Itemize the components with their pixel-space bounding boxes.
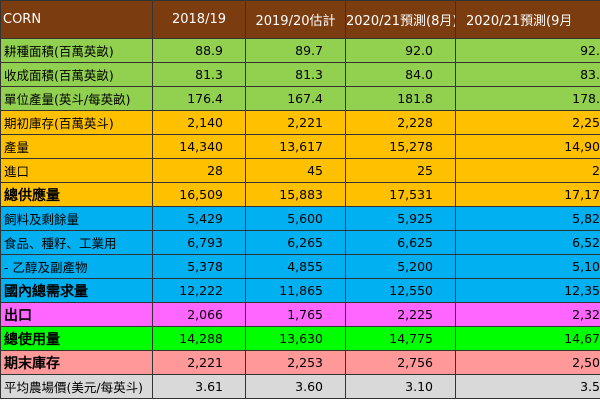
table-row: 平均農場價(美元/每英斗) 3.61 3.60 3.10 3.5	[0, 374, 600, 399]
value-cell: 84.0	[345, 62, 456, 87]
table-row: 單位產量(英斗/每英畝) 176.4 167.4 181.8 178.	[0, 86, 600, 111]
value-cell: 14,288	[152, 326, 246, 351]
value-cell: 11,865	[245, 278, 346, 303]
value-cell: 15,278	[345, 134, 456, 159]
value-cell: 92.	[455, 38, 600, 63]
value-cell: 12,550	[345, 278, 456, 303]
value-cell: 12,35	[455, 278, 600, 303]
table-row: 總供應量 16,509 15,883 17,531 17,17	[0, 182, 600, 207]
row-label: 產量	[0, 134, 153, 159]
table-row: 進口 28 45 25 2	[0, 158, 600, 183]
value-cell: 1,765	[245, 302, 346, 327]
value-cell: 5,10	[455, 254, 600, 279]
row-label: 單位產量(英斗/每英畝)	[0, 86, 153, 111]
value-cell: 45	[245, 158, 346, 183]
header-cell: 2018/19	[152, 0, 246, 39]
value-cell: 2,25	[455, 110, 600, 135]
value-cell: 2,140	[152, 110, 246, 135]
value-cell: 25	[345, 158, 456, 183]
value-cell: 3.60	[245, 374, 346, 399]
value-cell: 14,67	[455, 326, 600, 351]
row-label: 總使用量	[0, 326, 153, 351]
value-cell: 6,265	[245, 230, 346, 255]
value-cell: 15,883	[245, 182, 346, 207]
row-label: 飼料及剩餘量	[0, 206, 153, 231]
value-cell: 28	[152, 158, 246, 183]
value-cell: 81.3	[245, 62, 346, 87]
table-row: 產量 14,340 13,617 15,278 14,90	[0, 134, 600, 159]
value-cell: 3.10	[345, 374, 456, 399]
value-cell: 2,225	[345, 302, 456, 327]
value-cell: 81.3	[152, 62, 246, 87]
header-cell: CORN	[0, 0, 153, 39]
row-label: 耕種面積(百萬英畝)	[0, 38, 153, 63]
value-cell: 12,222	[152, 278, 246, 303]
row-label: 進口	[0, 158, 153, 183]
value-cell: 181.8	[345, 86, 456, 111]
table-body: 耕種面積(百萬英畝) 88.9 89.7 92.0 92. 收成面積(百萬英畝) 81.3 8…	[0, 38, 600, 399]
row-label: 食品、種籽、工業用	[0, 230, 153, 255]
header-cell: 2020/21預測(9月	[455, 0, 600, 39]
row-label: 期初庫存(百萬英斗)	[0, 110, 153, 135]
value-cell: 2,066	[152, 302, 246, 327]
table-row: 國內總需求量 12,222 11,865 12,550 12,35	[0, 278, 600, 303]
table-row: 期末庫存 2,221 2,253 2,756 2,50	[0, 350, 600, 375]
value-cell: 6,625	[345, 230, 456, 255]
value-cell: 167.4	[245, 86, 346, 111]
value-cell: 5,429	[152, 206, 246, 231]
value-cell: 88.9	[152, 38, 246, 63]
row-label: - 乙醇及副產物	[0, 254, 153, 279]
value-cell: 2,228	[345, 110, 456, 135]
value-cell: 2,32	[455, 302, 600, 327]
table-row: 食品、種籽、工業用 6,793 6,265 6,625 6,52	[0, 230, 600, 255]
value-cell: 2	[455, 158, 600, 183]
value-cell: 2,756	[345, 350, 456, 375]
value-cell: 176.4	[152, 86, 246, 111]
value-cell: 16,509	[152, 182, 246, 207]
table-row: 出口 2,066 1,765 2,225 2,32	[0, 302, 600, 327]
value-cell: 2,50	[455, 350, 600, 375]
table-row: 期初庫存(百萬英斗) 2,140 2,221 2,228 2,25	[0, 110, 600, 135]
value-cell: 14,90	[455, 134, 600, 159]
table-row: 總使用量 14,288 13,630 14,775 14,67	[0, 326, 600, 351]
row-label: 期末庫存	[0, 350, 153, 375]
value-cell: 2,253	[245, 350, 346, 375]
value-cell: 2,221	[245, 110, 346, 135]
value-cell: 83.	[455, 62, 600, 87]
value-cell: 3.5	[455, 374, 600, 399]
value-cell: 14,340	[152, 134, 246, 159]
value-cell: 5,200	[345, 254, 456, 279]
value-cell: 17,531	[345, 182, 456, 207]
table-row: - 乙醇及副產物 5,378 4,855 5,200 5,10	[0, 254, 600, 279]
value-cell: 13,617	[245, 134, 346, 159]
row-label: 平均農場價(美元/每英斗)	[0, 374, 153, 399]
row-label: 收成面積(百萬英畝)	[0, 62, 153, 87]
value-cell: 6,793	[152, 230, 246, 255]
value-cell: 89.7	[245, 38, 346, 63]
value-cell: 5,600	[245, 206, 346, 231]
row-label: 總供應量	[0, 182, 153, 207]
header-cell: 2020/21預測(8月)	[345, 0, 456, 39]
value-cell: 5,925	[345, 206, 456, 231]
value-cell: 17,17	[455, 182, 600, 207]
value-cell: 92.0	[345, 38, 456, 63]
value-cell: 3.61	[152, 374, 246, 399]
table-row: 耕種面積(百萬英畝) 88.9 89.7 92.0 92.	[0, 38, 600, 63]
value-cell: 4,855	[245, 254, 346, 279]
row-label: 國內總需求量	[0, 278, 153, 303]
value-cell: 5,82	[455, 206, 600, 231]
header-cell: 2019/20估計	[245, 0, 346, 39]
value-cell: 13,630	[245, 326, 346, 351]
value-cell: 2,221	[152, 350, 246, 375]
header-row: CORN 2018/19 2019/20估計 2020/21預測(8月) 2020/21…	[0, 0, 600, 39]
table-row: 飼料及剩餘量 5,429 5,600 5,925 5,82	[0, 206, 600, 231]
value-cell: 6,52	[455, 230, 600, 255]
value-cell: 178.	[455, 86, 600, 111]
value-cell: 14,775	[345, 326, 456, 351]
row-label: 出口	[0, 302, 153, 327]
value-cell: 5,378	[152, 254, 246, 279]
table-row: 收成面積(百萬英畝) 81.3 81.3 84.0 83.	[0, 62, 600, 87]
